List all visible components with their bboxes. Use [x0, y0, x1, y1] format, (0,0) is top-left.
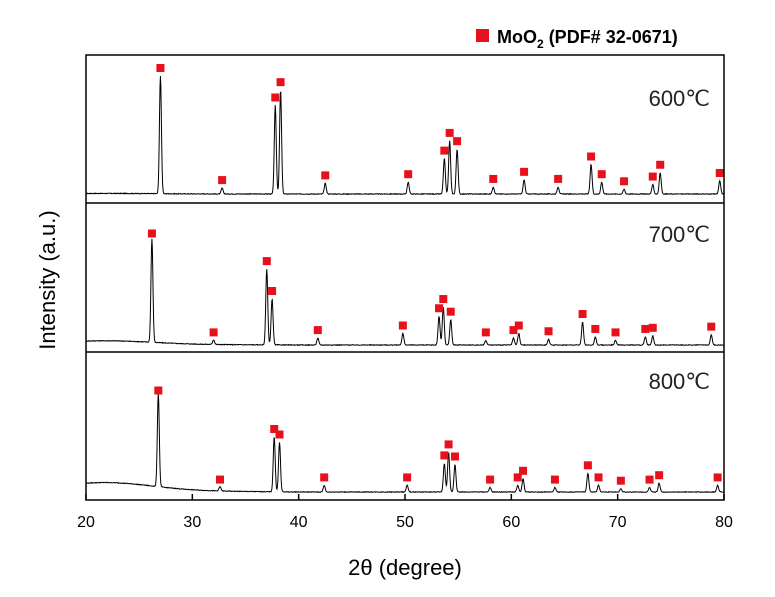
x-tick-label: 30: [183, 514, 201, 531]
pattern-line: [85, 238, 725, 347]
peak-marker: [520, 167, 529, 176]
peak-marker: [591, 324, 600, 333]
peak-marker: [209, 328, 218, 337]
peak-marker: [313, 326, 322, 335]
peak-marker: [648, 323, 657, 332]
peak-marker: [655, 471, 664, 480]
x-tick-label: 60: [502, 514, 520, 531]
peak-marker: [147, 229, 156, 238]
peak-marker: [514, 321, 523, 330]
legend-label-main: MoO: [497, 27, 537, 47]
peak-marker: [486, 475, 495, 484]
peak-marker: [215, 475, 224, 484]
peak-marker: [594, 473, 603, 482]
peak-marker: [444, 440, 453, 449]
peak-marker: [440, 146, 449, 155]
panels: 600℃ 700℃ 800℃: [85, 64, 725, 494]
legend-marker: [476, 29, 489, 42]
peak-marker: [656, 160, 665, 169]
peak-marker: [489, 174, 498, 183]
peak-marker: [519, 466, 528, 475]
x-tick-label: 50: [396, 514, 414, 531]
peak-marker: [713, 473, 722, 482]
panel-label: 700℃: [649, 222, 710, 247]
peak-marker: [398, 321, 407, 330]
peak-marker: [156, 64, 165, 72]
peak-marker: [154, 386, 163, 395]
legend-label-rest: (PDF# 32-0671): [544, 27, 678, 47]
peak-marker: [481, 328, 490, 337]
panel-2: 700℃: [85, 222, 725, 347]
pattern-line: [85, 75, 725, 196]
peak-marker: [648, 172, 657, 181]
panel-3: 800℃: [85, 369, 725, 494]
peak-marker: [715, 169, 724, 178]
x-tick-label: 20: [77, 514, 95, 531]
peak-marker: [509, 326, 518, 335]
peak-marker: [218, 176, 227, 185]
legend: MoO2 (PDF# 32-0671): [476, 27, 678, 51]
peak-marker: [611, 328, 620, 337]
panel-1: 600℃: [85, 64, 725, 196]
peak-marker: [544, 327, 553, 336]
x-tick-label: 40: [290, 514, 308, 531]
y-axis-title: Intensity (a.u.): [35, 210, 60, 349]
panel-label: 600℃: [649, 86, 710, 111]
peak-marker: [439, 295, 448, 304]
peak-marker: [587, 152, 596, 161]
peak-marker: [597, 170, 606, 179]
peak-marker: [513, 473, 522, 482]
x-tick-label: 70: [609, 514, 627, 531]
peak-marker: [271, 93, 280, 102]
peak-marker: [403, 473, 412, 482]
peak-marker: [275, 430, 284, 439]
x-axis: 20 30 40 50 60 70 80: [77, 494, 733, 531]
peak-marker: [262, 257, 271, 266]
peak-marker: [707, 322, 716, 331]
peak-marker: [435, 304, 444, 313]
peak-marker: [320, 473, 329, 482]
legend-label: MoO2 (PDF# 32-0671): [497, 27, 678, 51]
x-axis-title: 2θ (degree): [348, 555, 462, 580]
pattern-line: [85, 392, 725, 494]
plot-frame: [85, 54, 725, 501]
peak-marker: [583, 461, 592, 470]
peak-marker: [578, 310, 587, 318]
peak-marker: [270, 425, 279, 433]
peak-marker: [641, 324, 650, 333]
peak-marker: [620, 177, 629, 186]
peak-marker: [453, 137, 462, 146]
peak-marker: [554, 174, 563, 183]
peak-marker: [404, 170, 413, 179]
panel-label: 800℃: [649, 369, 710, 394]
peak-marker: [645, 475, 654, 484]
legend-label-sub: 2: [537, 37, 544, 51]
peak-marker: [445, 128, 454, 137]
peak-marker: [276, 78, 285, 87]
peak-marker: [268, 287, 277, 295]
peak-marker: [446, 307, 455, 316]
peak-marker: [450, 452, 459, 461]
peak-marker: [440, 451, 449, 460]
peak-marker: [616, 476, 625, 485]
peak-marker: [550, 475, 559, 484]
peak-marker: [321, 171, 330, 180]
x-tick-label: 80: [715, 514, 733, 531]
